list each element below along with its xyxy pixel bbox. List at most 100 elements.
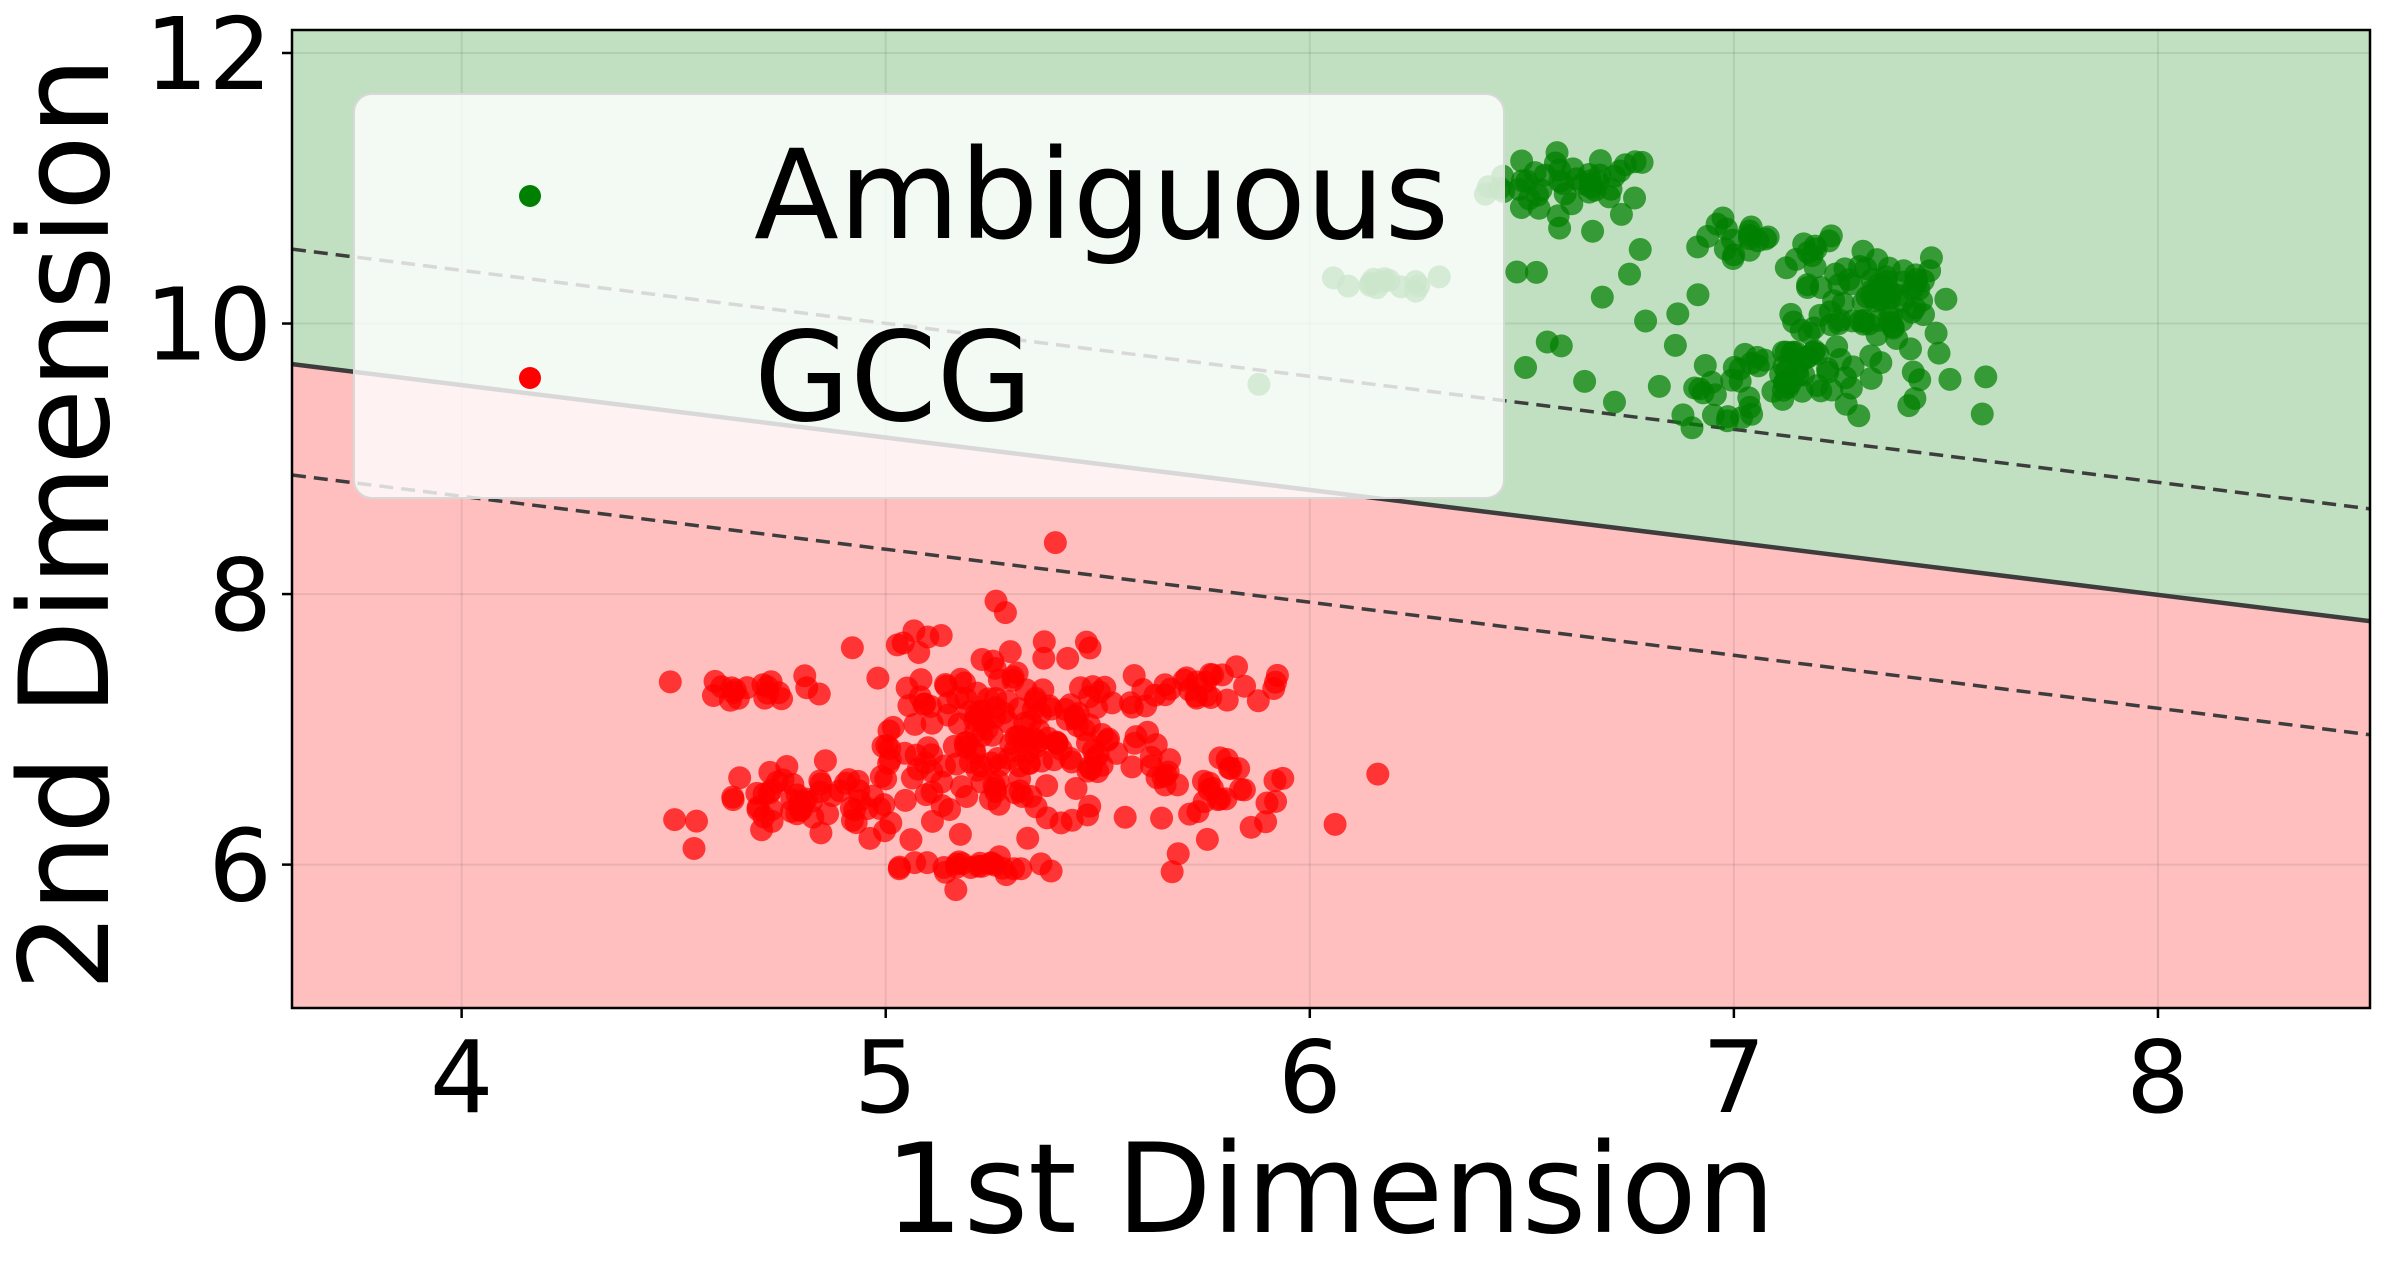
data-point-gcg [1263, 769, 1287, 793]
data-point-gcg [1064, 776, 1088, 800]
data-point-gcg [1160, 860, 1184, 884]
data-point-gcg [1032, 630, 1056, 654]
data-point-ambiguous [1861, 278, 1885, 302]
data-point-ambiguous [1908, 368, 1932, 392]
data-point-gcg [1166, 842, 1190, 866]
data-point-gcg [1113, 805, 1137, 829]
legend-label-ambiguous: Ambiguous [754, 124, 1449, 268]
data-point-gcg [899, 828, 923, 852]
data-point-ambiguous [1590, 285, 1614, 309]
data-point-ambiguous [1618, 262, 1642, 286]
data-point-gcg [1016, 826, 1040, 850]
data-point-gcg [1255, 791, 1279, 815]
data-point-gcg [920, 743, 944, 767]
data-point-gcg [1264, 670, 1288, 694]
data-point-ambiguous [1774, 256, 1798, 280]
data-point-gcg [970, 708, 994, 732]
margin-lower-line [292, 473, 2370, 737]
data-point-gcg [1139, 754, 1163, 778]
data-point-gcg [993, 601, 1017, 625]
data-point-ambiguous [1827, 273, 1851, 297]
data-point-gcg [1032, 646, 1056, 670]
data-point-gcg [1069, 676, 1093, 700]
plot-frame [290, 28, 2372, 1010]
data-point-gcg [891, 631, 915, 655]
data-point-gcg [752, 782, 776, 806]
data-point-gcg [912, 692, 936, 716]
data-point-ambiguous [1663, 333, 1687, 357]
data-point-gcg [933, 672, 957, 696]
data-point-gcg [930, 794, 954, 818]
data-point-gcg [944, 752, 968, 776]
data-point-ambiguous [1553, 182, 1577, 206]
data-point-ambiguous [1974, 365, 1998, 389]
data-point-gcg [1029, 852, 1053, 876]
legend-label-gcg: GCG [754, 306, 1033, 450]
data-point-gcg [944, 878, 968, 902]
data-point-ambiguous [1588, 149, 1612, 173]
data-point-gcg [1246, 689, 1270, 713]
data-point-ambiguous [1623, 186, 1647, 210]
data-point-gcg [858, 826, 882, 850]
data-point-ambiguous [1514, 355, 1538, 379]
data-point-ambiguous [1907, 277, 1931, 301]
data-point-ambiguous [1797, 321, 1821, 345]
x-tick-label: 5 [854, 1019, 918, 1136]
data-point-gcg [930, 770, 954, 794]
data-point-gcg [848, 789, 872, 813]
series-gcg [658, 531, 1390, 902]
data-point-ambiguous [1517, 187, 1541, 211]
data-point-ambiguous [1647, 374, 1671, 398]
y-tick-label: 8 [208, 537, 272, 654]
x-tick-label: 4 [430, 1019, 494, 1136]
data-point-gcg [813, 749, 837, 773]
data-point-ambiguous [1796, 273, 1820, 297]
data-point-gcg [837, 768, 861, 792]
data-point-gcg [948, 822, 972, 846]
data-point-ambiguous [1545, 141, 1569, 165]
data-point-gcg [893, 788, 917, 812]
data-point-gcg [1197, 771, 1221, 795]
legend-marker-gcg [519, 367, 541, 389]
data-point-gcg [1219, 757, 1243, 781]
data-point-gcg [1058, 746, 1082, 770]
data-point-gcg [1233, 674, 1257, 698]
data-point-ambiguous [1771, 378, 1795, 402]
data-point-gcg [1100, 691, 1124, 715]
data-point-gcg [1049, 811, 1073, 835]
data-point-ambiguous [1720, 368, 1744, 392]
data-point-gcg [1005, 661, 1029, 685]
data-point-ambiguous [1756, 225, 1780, 249]
data-point-ambiguous [1879, 281, 1903, 305]
data-point-ambiguous [1924, 321, 1948, 345]
data-point-gcg [1007, 697, 1031, 721]
y-axis-label: 2nd Dimension [0, 57, 138, 992]
data-point-ambiguous [1840, 309, 1864, 333]
data-point-ambiguous [1934, 287, 1958, 311]
data-point-gcg [1232, 778, 1256, 802]
data-point-gcg [1323, 812, 1347, 836]
y-tick-label: 6 [208, 808, 272, 925]
data-point-gcg [877, 719, 901, 743]
data-point-gcg [967, 854, 991, 878]
x-axis-ticks: 4 5 6 7 8 [430, 1008, 2190, 1136]
x-tick-label: 6 [1278, 1019, 1342, 1136]
data-point-gcg [685, 809, 709, 833]
data-point-gcg [866, 666, 890, 690]
data-point-gcg [728, 766, 752, 790]
data-point-ambiguous [1581, 219, 1605, 243]
data-point-gcg [1178, 678, 1202, 702]
data-point-ambiguous [1859, 344, 1883, 368]
data-point-ambiguous [1819, 313, 1843, 337]
data-point-gcg [1063, 704, 1087, 728]
legend-marker-ambiguous [519, 185, 541, 207]
data-point-ambiguous [1771, 340, 1795, 364]
data-point-ambiguous [1825, 335, 1849, 359]
data-point-gcg [1366, 762, 1390, 786]
data-point-ambiguous [1573, 369, 1597, 393]
data-point-ambiguous [1899, 337, 1923, 361]
data-point-ambiguous [1628, 237, 1652, 261]
data-point-ambiguous [1817, 229, 1841, 253]
data-point-gcg [816, 802, 840, 826]
data-point-gcg [929, 623, 953, 647]
